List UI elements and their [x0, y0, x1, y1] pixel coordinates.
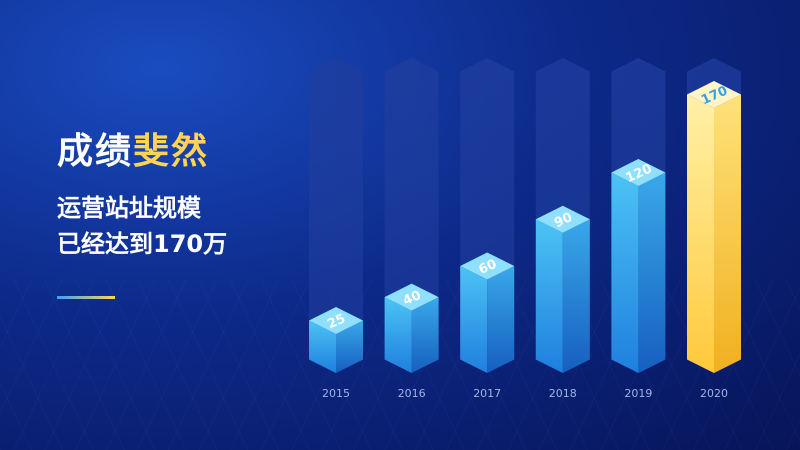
bar-2016-left-face — [384, 297, 412, 373]
value-label-2017: 60 — [476, 257, 499, 278]
subtitle: 运营站址规模 已经达到170万 — [57, 190, 227, 262]
bar-2020-top-face — [687, 81, 741, 108]
bar-2017-right-face — [487, 265, 515, 373]
bar-2019-top-face — [611, 158, 666, 186]
x-tick-label-2016: 2016 — [398, 387, 426, 400]
bar-2015-right-face — [336, 320, 363, 373]
bar-2015-top-face — [309, 307, 363, 335]
bar-2017-top-face — [460, 252, 515, 280]
headline-accent: 斐然 — [133, 131, 210, 172]
bar-2020-right-face — [714, 94, 741, 373]
value-label-2016: 40 — [401, 288, 424, 309]
x-tick-label-2017: 2017 — [473, 387, 501, 400]
x-tick-label-2018: 2018 — [549, 387, 577, 400]
value-label-2015: 25 — [325, 311, 348, 332]
bar-2019-right-face — [638, 172, 666, 373]
bar-2019-left-face — [611, 172, 639, 373]
bar-track-2015 — [309, 58, 363, 373]
bar-2018-left-face — [535, 219, 563, 373]
x-tick-label-2015: 2015 — [322, 387, 350, 400]
bar-2016-right-face — [411, 297, 439, 373]
bar-2017-left-face — [460, 265, 488, 373]
x-tick-label-2020: 2020 — [700, 387, 728, 400]
subtitle-line-1: 运营站址规模 — [57, 194, 201, 222]
headline-prefix: 成绩 — [57, 131, 134, 172]
bar-2016-top-face — [384, 283, 439, 311]
bar-2018-top-face — [535, 205, 590, 233]
value-label-2018: 90 — [552, 210, 575, 231]
bar-2015-left-face — [309, 320, 336, 373]
headline: 成绩斐然 — [57, 122, 209, 174]
accent-divider — [57, 296, 115, 299]
x-tick-label-2019: 2019 — [624, 387, 652, 400]
bar-2020-left-face — [687, 94, 714, 373]
subtitle-line-2: 已经达到170万 — [57, 230, 228, 258]
bar-2018-right-face — [562, 219, 590, 373]
